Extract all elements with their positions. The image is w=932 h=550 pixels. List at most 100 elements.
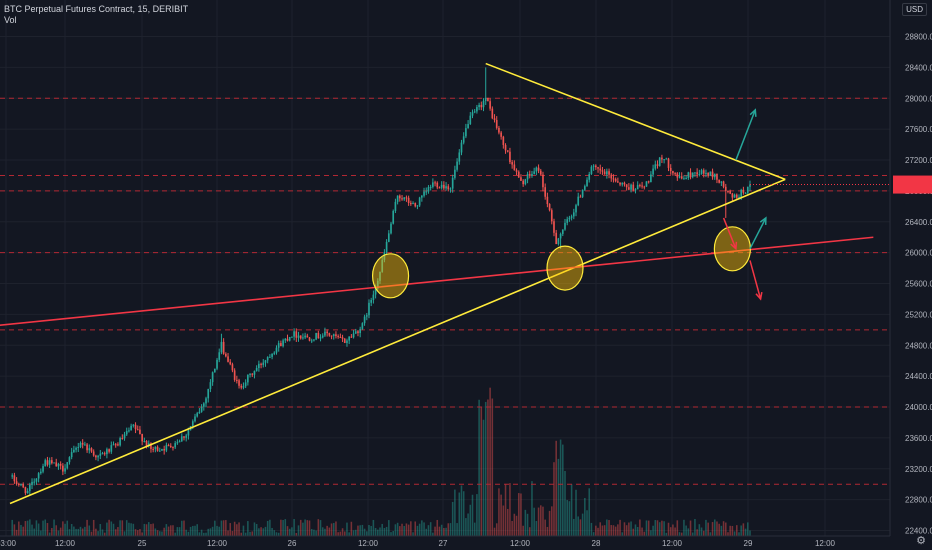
volume-bar — [434, 526, 436, 536]
volume-bar — [498, 488, 500, 536]
volume-bar — [337, 532, 339, 536]
volume-bar — [388, 520, 390, 536]
candle-body — [705, 172, 707, 174]
time-tick-label: 12:00 — [815, 539, 836, 548]
volume-bar — [586, 510, 588, 536]
volume-bar — [526, 513, 529, 536]
candle-body — [330, 335, 333, 337]
candle-body — [92, 451, 95, 456]
candle-body — [513, 164, 516, 171]
volume-bar — [678, 532, 681, 536]
volume-bar — [584, 497, 586, 536]
candle-body — [462, 136, 465, 143]
candle-body — [460, 142, 463, 153]
volume-bar — [363, 528, 366, 536]
volume-bar — [685, 525, 687, 536]
candle-body — [238, 380, 240, 386]
volume-bar — [705, 519, 707, 536]
candle-body — [205, 398, 207, 404]
volume-bar — [110, 521, 113, 536]
volume-bar — [652, 525, 654, 536]
candle-body — [143, 441, 146, 443]
candle-body — [557, 238, 560, 245]
candle-body — [262, 362, 265, 365]
arrows — [722, 108, 767, 301]
candle-body — [643, 186, 646, 188]
volume-bar — [167, 526, 170, 536]
gear-icon[interactable]: ⚙ — [916, 535, 926, 547]
volume-bar — [394, 524, 397, 536]
volume-bar — [284, 519, 287, 536]
volume-bar — [51, 527, 53, 536]
volume-bar — [696, 529, 698, 536]
candle-body — [165, 445, 168, 451]
candle-body — [158, 450, 161, 452]
candle-body — [293, 331, 295, 337]
candle-body — [522, 180, 524, 185]
volume-bar — [158, 531, 161, 536]
volume-bar — [198, 532, 201, 536]
candle-body — [255, 368, 258, 371]
volume-bar — [317, 519, 320, 536]
currency-badge[interactable]: USD — [902, 3, 927, 16]
volume-bar — [595, 525, 597, 536]
candle-body — [20, 484, 22, 486]
volume-bar — [372, 519, 375, 536]
candle-body — [601, 170, 604, 172]
candle-body — [432, 182, 434, 187]
volume-bar — [181, 520, 183, 536]
volume-indicator-label[interactable]: Vol — [4, 15, 17, 25]
candle-body — [478, 104, 480, 108]
volume-bar — [447, 523, 450, 536]
volume-bar — [379, 527, 381, 536]
candle-body — [744, 192, 747, 194]
candle-body — [575, 205, 577, 213]
candle-body — [709, 171, 712, 176]
volume-bar — [207, 528, 209, 536]
volume-bar — [694, 519, 696, 536]
volume-bar — [306, 520, 309, 536]
candle-body — [70, 452, 73, 458]
candle-body — [236, 379, 238, 381]
candle-body — [59, 463, 62, 466]
volume-bar — [716, 521, 718, 536]
candle-body — [357, 331, 359, 334]
volume-bar — [233, 521, 236, 536]
arrow-shaft — [735, 109, 756, 161]
candle-body — [742, 189, 745, 193]
volume-bar — [302, 522, 304, 536]
volume-bar — [231, 530, 234, 536]
symbol-title[interactable]: BTC Perpetual Futures Contract, 15, DERI… — [4, 4, 189, 14]
candle-body — [33, 481, 36, 483]
volume-bar — [588, 488, 590, 536]
candle-body — [123, 434, 126, 439]
volume-bar — [465, 518, 467, 536]
volume-bar — [291, 527, 293, 536]
volume-bar — [524, 509, 527, 536]
volume-bar — [520, 493, 522, 536]
candle-body — [231, 364, 234, 371]
price-tick-label: 22400.0 — [905, 527, 932, 536]
volume-bar — [308, 520, 311, 536]
price-tick-label: 23200.0 — [905, 465, 932, 474]
volume-bar — [277, 532, 280, 536]
volume-bar — [381, 523, 383, 536]
volume-bar — [460, 485, 463, 536]
volume-bar — [183, 520, 185, 536]
time-tick-label: 25 — [138, 539, 147, 548]
candle-body — [306, 335, 309, 338]
candle-body — [211, 372, 214, 383]
candle-body — [196, 413, 199, 417]
candle-body — [639, 185, 641, 187]
volume-bar — [339, 531, 342, 536]
volume-bar — [92, 519, 95, 536]
candle-body — [392, 210, 395, 224]
candle-body — [564, 222, 566, 230]
candle-body — [713, 173, 716, 178]
candle-body — [720, 181, 723, 183]
candle-body — [456, 161, 458, 170]
candle-body — [339, 337, 342, 339]
volume-bar — [698, 524, 701, 536]
